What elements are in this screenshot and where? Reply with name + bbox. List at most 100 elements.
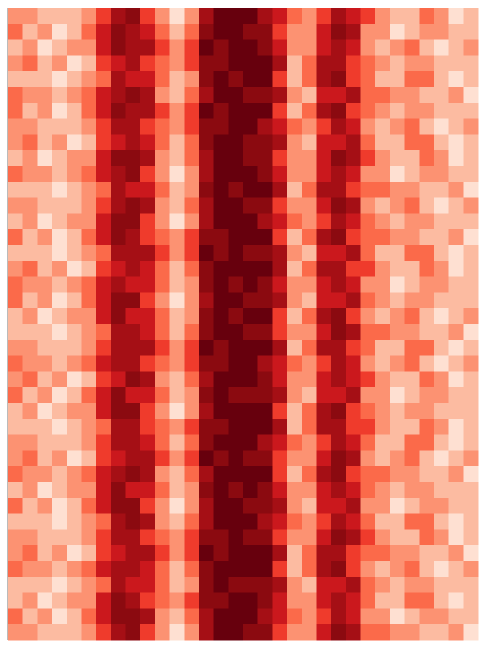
- heatmap-cell: [169, 197, 185, 214]
- heatmap-cell: [389, 434, 406, 451]
- heatmap-cell: [37, 450, 53, 467]
- heatmap-cell: [22, 71, 38, 88]
- heatmap-cell: [448, 229, 464, 246]
- heatmap-cell: [184, 8, 200, 25]
- heatmap-cell: [360, 387, 376, 404]
- heatmap-cell: [272, 466, 288, 483]
- heatmap-cell: [345, 355, 361, 372]
- heatmap-cell: [154, 292, 171, 309]
- heatmap-cell: [66, 181, 82, 199]
- heatmap-cell: [198, 102, 215, 120]
- heatmap-cell: [66, 102, 82, 120]
- heatmap-cell: [389, 497, 406, 515]
- heatmap-cell: [22, 150, 38, 167]
- heatmap-cell: [22, 434, 38, 451]
- heatmap-cell: [345, 292, 361, 309]
- heatmap-cell: [389, 482, 406, 499]
- heatmap-cell: [243, 229, 259, 246]
- heatmap-cell: [243, 339, 259, 357]
- heatmap-cell: [331, 8, 347, 25]
- heatmap-cell: [81, 87, 97, 104]
- heatmap-cell: [22, 134, 38, 151]
- heatmap-cell: [228, 39, 244, 56]
- heatmap-cell: [272, 624, 288, 641]
- heatmap-cell: [125, 324, 141, 341]
- heatmap-cell: [301, 624, 317, 641]
- heatmap-cell: [184, 624, 200, 641]
- heatmap-cell: [316, 466, 332, 483]
- heatmap-cell: [375, 102, 391, 120]
- heatmap-cell: [169, 529, 185, 546]
- heatmap-cell: [96, 324, 112, 341]
- heatmap-cell: [52, 181, 68, 199]
- heatmap-cell: [243, 308, 259, 325]
- heatmap-cell: [213, 197, 229, 214]
- heatmap-cell: [125, 87, 141, 104]
- heatmap-cell: [463, 403, 479, 420]
- heatmap-cell: [198, 23, 215, 41]
- heatmap-cell: [331, 450, 347, 467]
- heatmap-cell: [404, 403, 420, 420]
- heatmap-cell: [8, 102, 24, 120]
- heatmap-cell: [433, 118, 450, 135]
- heatmap-cell: [419, 450, 435, 467]
- heatmap-cell: [463, 229, 479, 246]
- heatmap-cell: [169, 102, 185, 120]
- heatmap-cell: [81, 387, 97, 404]
- heatmap-cell: [389, 561, 406, 578]
- heatmap-cell: [316, 213, 332, 230]
- heatmap-cell: [419, 513, 435, 530]
- heatmap-cell: [213, 260, 229, 278]
- heatmap-cell: [37, 245, 53, 262]
- heatmap-cell: [228, 245, 244, 262]
- heatmap-cell: [389, 197, 406, 214]
- heatmap-cell: [81, 482, 97, 499]
- heatmap-cell: [154, 118, 171, 135]
- heatmap-cell: [228, 276, 244, 293]
- heatmap-cell: [375, 371, 391, 388]
- heatmap-cell: [345, 276, 361, 293]
- heatmap-cell: [257, 229, 273, 246]
- heatmap-cell: [316, 418, 332, 436]
- heatmap-cell: [419, 355, 435, 372]
- heatmap-cell: [287, 403, 303, 420]
- heatmap-cell: [331, 260, 347, 278]
- heatmap-cell: [154, 166, 171, 183]
- heatmap-cell: [213, 561, 229, 578]
- heatmap-cell: [316, 403, 332, 420]
- heatmap-cell: [331, 434, 347, 451]
- heatmap-cell: [272, 87, 288, 104]
- heatmap-cell: [213, 513, 229, 530]
- heatmap-cell: [22, 55, 38, 72]
- heatmap-cell: [345, 387, 361, 404]
- heatmap-cell: [419, 39, 435, 56]
- heatmap-cell: [96, 513, 112, 530]
- heatmap-cell: [140, 39, 156, 56]
- heatmap-cell: [66, 576, 82, 594]
- heatmap-cell: [198, 166, 215, 183]
- heatmap-cell: [389, 39, 406, 56]
- heatmap-cell: [463, 592, 479, 609]
- heatmap-cell: [22, 576, 38, 594]
- heatmap-cell: [345, 592, 361, 609]
- heatmap-cell: [448, 23, 464, 41]
- heatmap-cell: [125, 118, 141, 135]
- heatmap-cell: [198, 339, 215, 357]
- heatmap-cell: [81, 434, 97, 451]
- heatmap-cell: [404, 624, 420, 641]
- heatmap-cell: [448, 403, 464, 420]
- heatmap-cell: [301, 245, 317, 262]
- heatmap-cell: [228, 576, 244, 594]
- heatmap-cell: [228, 561, 244, 578]
- heatmap-cell: [389, 292, 406, 309]
- heatmap-cell: [169, 513, 185, 530]
- heatmap-cell: [96, 308, 112, 325]
- heatmap-cell: [272, 403, 288, 420]
- heatmap-cell: [389, 324, 406, 341]
- heatmap-cell: [243, 545, 259, 562]
- heatmap-cell: [184, 403, 200, 420]
- heatmap-cell: [52, 39, 68, 56]
- heatmap-cell: [96, 529, 112, 546]
- heatmap-cell: [184, 371, 200, 388]
- heatmap-cell: [345, 450, 361, 467]
